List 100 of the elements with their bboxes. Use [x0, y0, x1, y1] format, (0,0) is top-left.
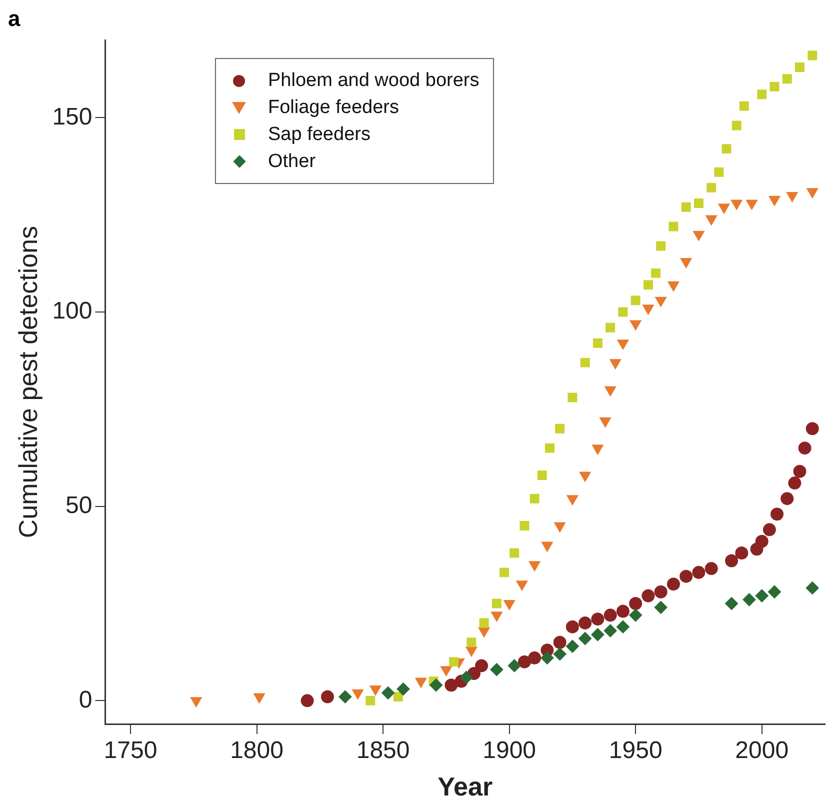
point: [510, 548, 520, 558]
point: [610, 359, 622, 370]
point: [786, 192, 798, 202]
legend-label: Sap feeders: [268, 124, 370, 146]
point: [500, 568, 510, 578]
legend-label: Foliage feeders: [268, 96, 399, 118]
legend-label: Phloem and wood borers: [268, 70, 480, 92]
point: [642, 589, 655, 602]
x-axis-title: Year: [438, 772, 493, 802]
point: [770, 82, 780, 92]
point: [642, 304, 654, 315]
point: [553, 636, 566, 649]
point: [681, 202, 691, 212]
point: [479, 618, 489, 628]
point: [746, 200, 758, 210]
point: [618, 307, 628, 317]
point: [604, 608, 617, 622]
point: [320, 690, 334, 704]
point: [693, 230, 704, 241]
point: [714, 167, 724, 177]
point: [735, 546, 748, 560]
point: [553, 648, 566, 661]
point: [732, 120, 742, 130]
point: [504, 600, 516, 610]
point: [651, 268, 661, 278]
point: [782, 74, 792, 84]
point: [680, 570, 693, 583]
point: [415, 678, 427, 688]
point: [654, 600, 668, 614]
point: [680, 258, 692, 268]
point: [793, 464, 806, 478]
point: [430, 678, 443, 692]
point: [806, 422, 819, 436]
point: [706, 215, 718, 226]
point: [655, 296, 667, 307]
point: [478, 627, 490, 638]
point: [795, 62, 804, 72]
point: [396, 682, 410, 696]
point: [762, 523, 776, 536]
point: [730, 200, 742, 210]
point: [528, 651, 542, 664]
point: [629, 608, 642, 622]
point: [466, 638, 476, 648]
point: [788, 476, 802, 490]
point: [654, 585, 668, 598]
point: [616, 604, 630, 618]
point: [755, 589, 768, 602]
x-tick-label: 1950: [608, 737, 662, 764]
y-tick-label: 150: [52, 103, 92, 130]
point: [592, 338, 602, 348]
point: [190, 697, 202, 708]
point: [768, 585, 781, 598]
point: [544, 443, 554, 453]
point: [668, 281, 680, 292]
point: [254, 693, 265, 704]
point: [643, 280, 653, 290]
y-tick-label: 0: [78, 686, 92, 714]
point: [722, 144, 732, 154]
point: [666, 578, 680, 591]
point: [739, 101, 749, 111]
point: [440, 666, 452, 676]
point: [798, 442, 812, 455]
point: [444, 678, 458, 692]
point: [600, 417, 611, 428]
point: [579, 472, 591, 482]
x-tick-label: 2000: [735, 737, 789, 764]
point: [475, 659, 488, 672]
point: [770, 508, 784, 521]
point: [706, 182, 716, 192]
point: [578, 616, 592, 630]
point: [490, 612, 502, 622]
x-tick-label: 1850: [356, 737, 410, 764]
x-tick-label: 1800: [230, 737, 284, 764]
point: [542, 542, 553, 552]
point: [566, 640, 579, 653]
point: [656, 241, 666, 251]
point: [592, 444, 604, 455]
point: [630, 296, 640, 306]
point: [540, 651, 554, 664]
point: [520, 521, 530, 531]
point: [370, 686, 382, 696]
point: [606, 322, 616, 332]
point: [568, 392, 578, 402]
point: [757, 90, 767, 100]
point: [508, 659, 521, 672]
point: [808, 50, 818, 60]
legend-label: Other: [268, 150, 316, 172]
point: [668, 222, 678, 232]
point: [704, 562, 718, 576]
point: [490, 663, 504, 676]
point: [366, 696, 376, 706]
x-tick-label: 1900: [482, 737, 536, 764]
point: [460, 670, 473, 684]
point: [382, 686, 395, 700]
point: [692, 566, 706, 579]
text: a: [8, 6, 20, 32]
point: [604, 386, 616, 396]
point: [492, 598, 502, 608]
point: [578, 632, 592, 645]
y-axis-title: Cumulative pest detections: [12, 226, 43, 538]
